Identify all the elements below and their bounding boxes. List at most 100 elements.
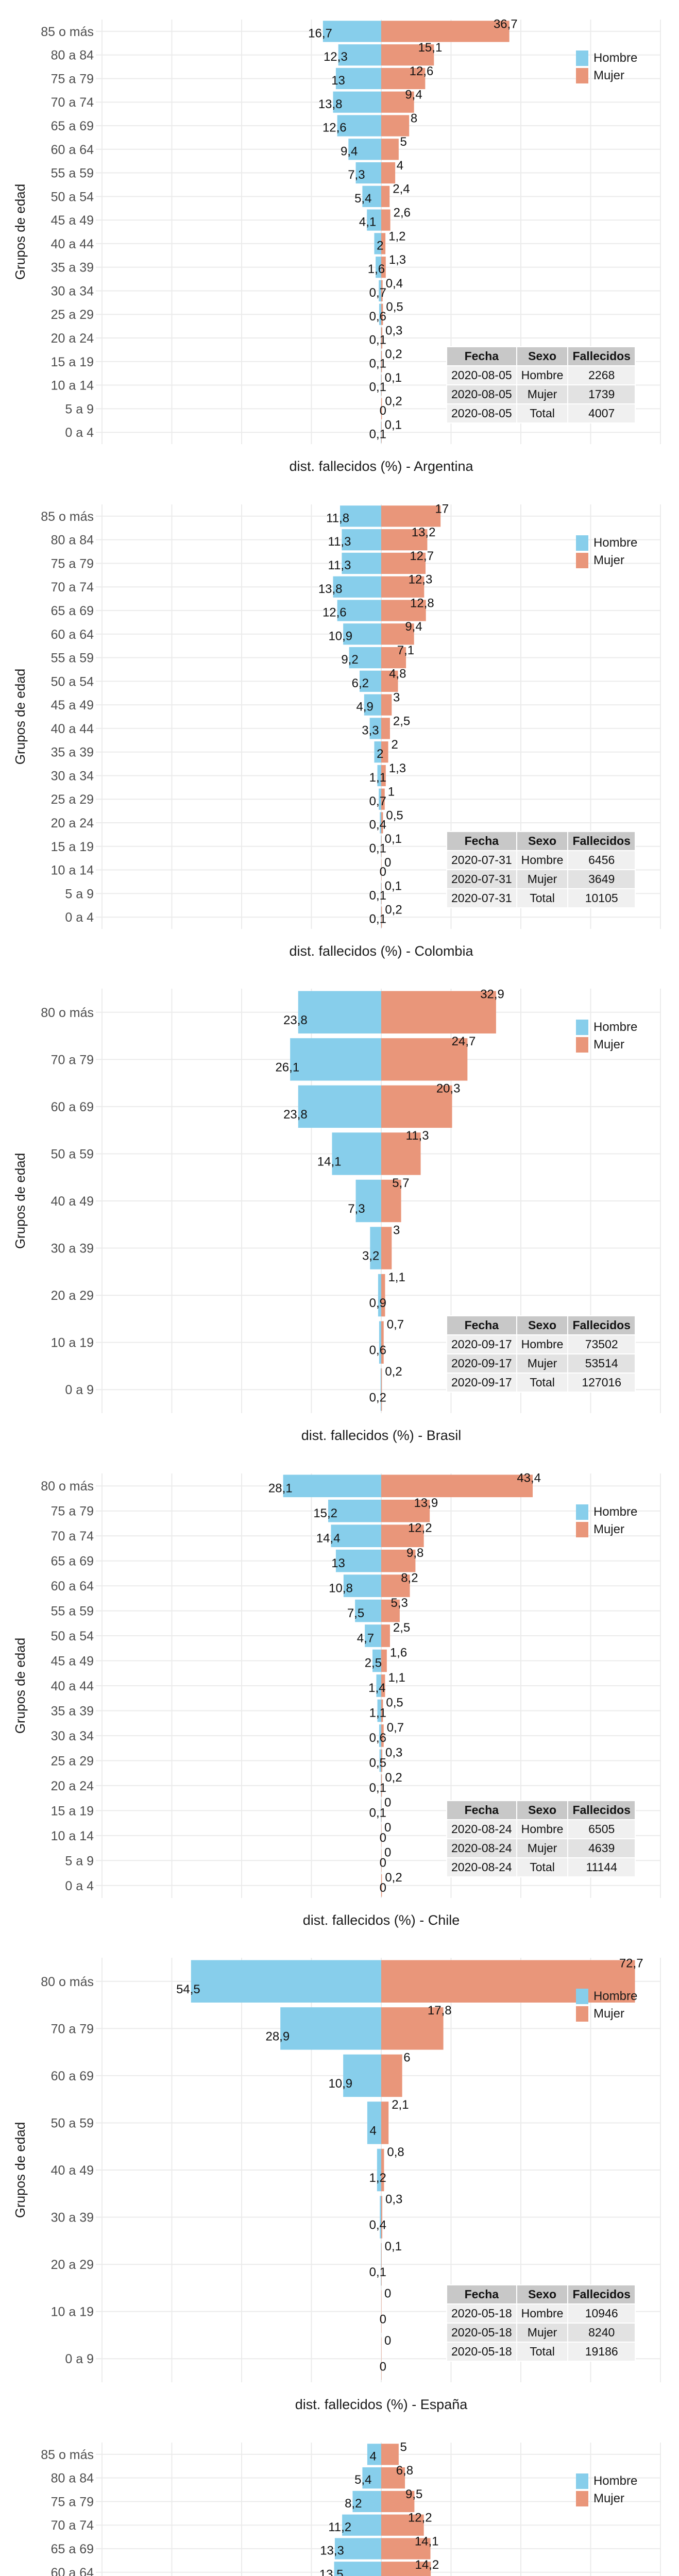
bar-hombre: [379, 1749, 381, 1772]
data-label-mujer: 32,9: [480, 988, 504, 1002]
y-tick-label: 85 o más: [41, 25, 94, 39]
pyramid-chart-panel: 85 o más 80 a 84 75 a 79 70 a 74 65 a 69 60 a…: [0, 2423, 679, 2576]
bar-hombre: [377, 1699, 381, 1722]
bar-mujer: [381, 351, 382, 372]
data-label-hombre: 28,1: [268, 1481, 293, 1495]
bar-mujer: [381, 2149, 384, 2192]
y-tick-label: 40 a 44: [51, 1679, 94, 1693]
y-tick-label: 25 a 29: [51, 1754, 94, 1768]
bar-mujer: [381, 1874, 382, 1897]
data-label-hombre: 8,2: [345, 2497, 362, 2511]
table-header-cell: Sexo: [516, 2284, 569, 2305]
y-tick-label: 10 a 14: [51, 379, 94, 393]
y-tick-label: 75 a 79: [51, 2495, 94, 2509]
legend: Hombre Mujer: [575, 1504, 637, 1537]
x-axis-title: dist. fallecidos (%) - Chile: [303, 1912, 460, 1928]
data-label-mujer: 5,7: [392, 1176, 409, 1190]
y-tick-label: 15 a 19: [51, 839, 94, 854]
y-tick-label: 45 a 49: [51, 698, 94, 713]
y-tick-label: 65 a 69: [51, 119, 94, 133]
y-tick-label: 70 a 74: [51, 1529, 94, 1544]
y-tick-label: 40 a 49: [51, 1194, 94, 1209]
bar-mujer: [381, 717, 390, 739]
table-header-cell: Fallecidos: [567, 831, 636, 851]
data-label-mujer: 0: [384, 1821, 391, 1835]
data-label-mujer: 20,3: [436, 1082, 461, 1096]
table-cell: 19186: [567, 2342, 636, 2362]
data-label-mujer: 12,8: [410, 596, 434, 610]
bar-mujer: [381, 1524, 424, 1547]
legend-label-mujer: Mujer: [593, 1522, 624, 1536]
y-tick-label: 65 a 69: [51, 1554, 94, 1568]
bar-mujer: [381, 883, 382, 904]
legend-swatch-mujer: [575, 552, 588, 568]
bar-hombre: [342, 552, 381, 574]
table-header-cell: Sexo: [516, 1315, 569, 1336]
data-label-mujer: 11,3: [406, 1129, 429, 1143]
table-cell: Mujer: [516, 1838, 569, 1858]
data-label-hombre: 0,1: [369, 888, 386, 902]
data-label-mujer: 6: [403, 2051, 410, 2065]
y-tick-label: 75 a 79: [51, 1504, 94, 1519]
bar-hombre: [343, 623, 381, 645]
data-label-hombre: 1,6: [368, 262, 385, 276]
bar-mujer: [381, 1475, 533, 1497]
data-label-hombre: 0: [380, 2313, 386, 2327]
table-cell: Total: [516, 2342, 569, 2362]
bar-mujer: [381, 1799, 382, 1822]
table-cell: Hombre: [516, 365, 569, 385]
bar-mujer: [381, 257, 386, 278]
bar-mujer: [381, 1574, 410, 1597]
summary-table: Fecha Sexo Fallecidos 2020-09-17 Hombre 73502…: [446, 1315, 636, 1393]
y-tick-label: 65 a 69: [51, 604, 94, 618]
y-tick-label: 80 a 84: [51, 48, 94, 63]
data-label-hombre: 26,1: [275, 1061, 299, 1075]
y-axis-title: Grupos de edad: [12, 668, 28, 764]
y-tick-label: 40 a 44: [51, 237, 94, 251]
y-tick-label: 75 a 79: [51, 556, 94, 571]
bar-hombre: [283, 1475, 381, 1497]
data-label-hombre: 0,7: [369, 794, 386, 808]
data-label-mujer: 1,3: [389, 761, 406, 775]
table-header-cell: Sexo: [516, 1800, 569, 1820]
bar-hombre: [322, 21, 381, 42]
pyramid-chart-panel: 85 o más 80 a 84 75 a 79 70 a 74 65 a 69 60 a…: [0, 485, 679, 970]
table-header-row: Fecha Sexo Fallecidos: [446, 346, 636, 366]
table-cell: 11144: [567, 1857, 636, 1877]
table-cell: Mujer: [516, 1353, 569, 1374]
data-label-mujer: 3: [393, 690, 400, 704]
y-tick-label: 60 a 69: [51, 2069, 94, 2083]
bar-hombre: [378, 1274, 381, 1317]
y-tick-label: 70 a 79: [51, 2022, 94, 2037]
y-tick-label: 30 a 39: [51, 2211, 94, 2225]
data-label-mujer: 0,2: [385, 1771, 402, 1785]
y-tick-label: 80 o más: [41, 1479, 94, 1494]
data-label-mujer: 13,2: [412, 526, 436, 539]
bar-mujer: [381, 1227, 392, 1269]
data-label-hombre: 13,5: [319, 2567, 344, 2576]
data-label-hombre: 0,1: [369, 428, 386, 442]
table-row: 2020-05-18 Mujer 8240: [446, 2323, 636, 2343]
summary-table: Fecha Sexo Fallecidos 2020-08-05 Hombre 2268 2…: [446, 346, 636, 423]
y-tick-label: 55 a 59: [51, 651, 94, 665]
data-label-mujer: 0,1: [385, 418, 402, 432]
data-label-hombre: 0: [380, 404, 386, 418]
data-label-hombre: 5,4: [354, 192, 371, 206]
table-header-cell: Fecha: [446, 831, 517, 851]
bar-mujer: [381, 670, 398, 692]
table-cell: 2020-05-18: [446, 2323, 517, 2343]
table-row: 2020-08-05 Hombre 2268: [446, 365, 636, 385]
y-tick-label: 45 a 49: [51, 1654, 94, 1668]
data-label-hombre: 6,2: [352, 676, 369, 690]
x-axis-title: dist. fallecidos (%) - Colombia: [290, 943, 473, 959]
y-tick-label: 50 a 54: [51, 1629, 94, 1643]
table-header-cell: Fallecidos: [567, 346, 636, 366]
legend-label-hombre: Hombre: [593, 1505, 637, 1519]
data-label-hombre: 1,2: [369, 2171, 386, 2185]
bar-hombre: [335, 67, 381, 90]
table-row: 2020-07-31 Total 10105: [446, 888, 636, 908]
data-label-hombre: 13: [331, 74, 345, 88]
data-label-hombre: 54,5: [176, 1982, 200, 1996]
